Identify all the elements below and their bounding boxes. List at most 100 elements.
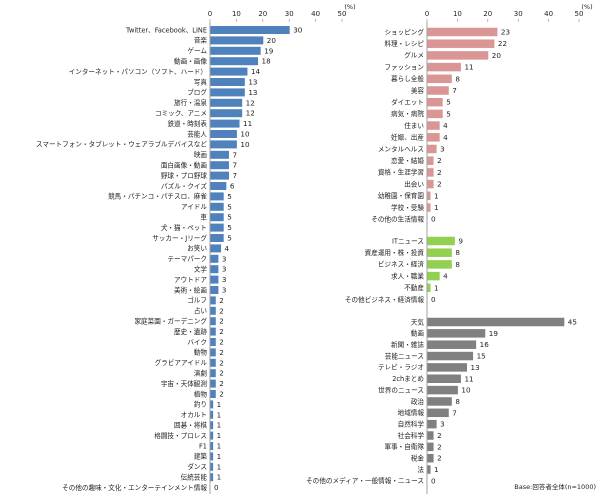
left-bar-4 xyxy=(210,67,248,76)
left-value-label-19: 5 xyxy=(227,223,232,232)
left-bar-27 xyxy=(210,306,216,315)
right-g0-bar-14 xyxy=(427,191,431,201)
left-category-label-30: バイク xyxy=(187,338,207,346)
left-bar-28 xyxy=(210,317,216,326)
left-bar-25 xyxy=(210,286,219,294)
right-g0-category-label-14: 幼稚園・保育園 xyxy=(378,191,425,200)
left-value-label-33: 2 xyxy=(219,369,224,378)
right-g2-value-label-7: 8 xyxy=(455,397,460,406)
left-category-label-16: 競馬・パチンコ・パチスロ、麻雀 xyxy=(108,192,207,201)
left-unit-label: (%) xyxy=(344,3,355,11)
left-bar-36 xyxy=(210,400,214,409)
left-bar-12 xyxy=(210,150,229,159)
right-g0-bar-8 xyxy=(427,121,440,130)
right-g2-value-label-6: 10 xyxy=(461,386,471,395)
left-value-label-24: 3 xyxy=(222,275,227,284)
right-tick-label-0: 0 xyxy=(425,10,429,18)
right-g0-bar-15 xyxy=(427,203,431,212)
left-value-label-27: 2 xyxy=(219,306,224,315)
right-tick-label-5: 50 xyxy=(575,10,584,18)
right-g2-value-label-12: 2 xyxy=(437,454,442,463)
left-value-label-16: 5 xyxy=(227,192,232,201)
right-g2-bar-12 xyxy=(427,453,434,463)
right-g2-category-label-7: 政治 xyxy=(411,397,425,406)
right-g2-bar-6 xyxy=(427,385,458,395)
right-g2-value-label-1: 19 xyxy=(489,329,499,338)
right-g2-bar-11 xyxy=(427,442,434,452)
right-g0-value-label-12: 2 xyxy=(437,168,442,177)
right-g2-bar-7 xyxy=(427,397,452,406)
left-category-label-34: 宇宙・天体観測 xyxy=(161,379,208,388)
left-bar-17 xyxy=(210,202,224,211)
left-category-label-38: 囲碁・将棋 xyxy=(174,421,207,430)
left-value-label-22: 3 xyxy=(222,254,227,263)
right-g2-category-label-1: 動画 xyxy=(411,329,424,338)
right-g2-category-label-2: 新聞・雑誌 xyxy=(391,340,424,349)
left-category-label-24: アウトドア xyxy=(174,276,207,284)
right-g0-value-label-6: 5 xyxy=(446,98,451,107)
left-value-label-5: 13 xyxy=(248,78,257,87)
left-bar-42 xyxy=(210,462,214,471)
left-value-label-12: 7 xyxy=(232,150,237,159)
right-g0-bar-3 xyxy=(427,62,461,72)
right-g0-value-label-2: 20 xyxy=(492,51,502,60)
left-value-label-43: 1 xyxy=(217,473,222,482)
left-value-label-29: 2 xyxy=(219,327,224,336)
left-value-label-37: 1 xyxy=(217,410,222,419)
right-g0-value-label-8: 4 xyxy=(443,121,448,130)
left-tick-label-5: 50 xyxy=(338,10,347,18)
right-g2-value-label-4: 13 xyxy=(471,363,480,372)
right-g1-bar-1 xyxy=(427,248,452,257)
right-g1-value-label-2: 8 xyxy=(455,260,460,269)
right-g2-bar-9 xyxy=(427,419,437,429)
right-g0-bar-4 xyxy=(427,74,452,84)
right-g0-category-label-0: ショッピング xyxy=(384,27,424,36)
left-category-label-28: 家庭菜園・ガーデニング xyxy=(134,317,207,326)
left-value-label-28: 2 xyxy=(219,317,224,326)
left-bar-0 xyxy=(210,26,290,34)
left-value-label-4: 14 xyxy=(251,67,261,76)
left-category-label-33: 演劇 xyxy=(194,369,208,378)
left-value-label-44: 0 xyxy=(214,483,219,492)
right-g0-value-label-16: 0 xyxy=(431,215,436,224)
left-value-label-2: 19 xyxy=(264,46,274,55)
right-g0-bar-9 xyxy=(427,133,440,142)
right-g0-value-label-15: 1 xyxy=(434,203,439,212)
right-g2-bar-2 xyxy=(427,340,477,349)
right-g2-category-label-10: 社会科学 xyxy=(398,431,425,440)
left-category-label-25: 美術・絵画 xyxy=(174,285,207,294)
right-g1-value-label-3: 4 xyxy=(443,272,448,281)
left-bar-34 xyxy=(210,379,216,388)
right-g2-category-label-0: 天気 xyxy=(411,317,425,326)
left-value-label-13: 7 xyxy=(232,161,237,170)
right-g1-category-label-0: ITニュース xyxy=(392,237,424,245)
right-g0-category-label-16: その他の生活情報 xyxy=(371,215,424,224)
right-g1-bar-2 xyxy=(427,260,452,269)
right-g1-category-label-5: その他ビジネス・経済情報 xyxy=(345,295,425,304)
left-category-label-23: 文学 xyxy=(194,265,208,274)
left-bar-32 xyxy=(210,358,216,367)
right-g2-category-label-9: 自然科学 xyxy=(398,419,425,428)
right-g0-category-label-11: 恋愛・結婚 xyxy=(391,156,424,165)
left-bar-23 xyxy=(210,265,219,274)
right-g0-category-label-4: 暮らし全般 xyxy=(391,74,424,83)
right-g2-category-label-14: その他のメディア・一般情報・ニュース xyxy=(306,476,424,485)
right-g2-category-label-3: 芸能ニュース xyxy=(385,351,424,360)
left-value-label-32: 2 xyxy=(219,358,224,367)
right-g2-bar-10 xyxy=(427,431,434,440)
left-value-label-1: 20 xyxy=(267,36,277,45)
right-g0-category-label-9: 妊娠、出産 xyxy=(391,133,424,142)
right-g2-value-label-9: 3 xyxy=(440,420,445,429)
left-value-label-35: 2 xyxy=(219,390,224,399)
right-g2-category-label-13: 法 xyxy=(417,465,424,474)
right-g2-bar-8 xyxy=(427,408,449,418)
left-bar-16 xyxy=(210,192,224,201)
left-category-label-14: 野球・プロ野球 xyxy=(161,171,208,180)
left-tick-label-1: 10 xyxy=(232,10,241,18)
left-tick-label-3: 30 xyxy=(285,10,294,18)
right-g0-value-label-11: 2 xyxy=(437,156,442,165)
left-bar-20 xyxy=(210,234,224,242)
